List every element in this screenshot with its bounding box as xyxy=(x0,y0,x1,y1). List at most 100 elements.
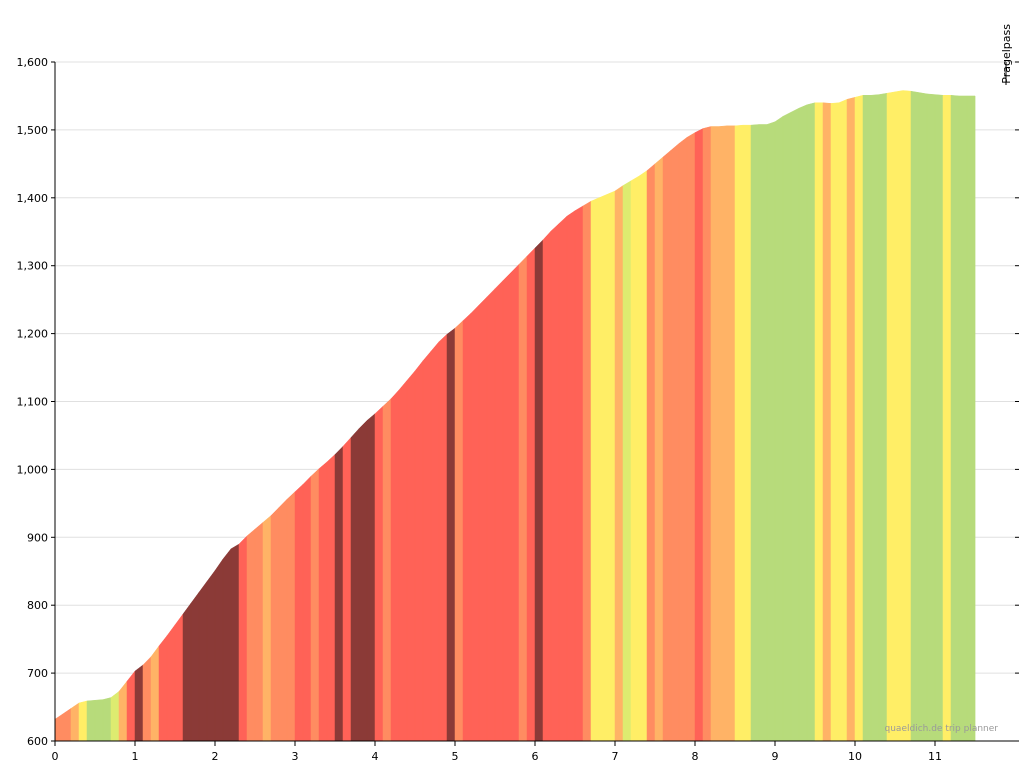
gradient-segment xyxy=(966,95,976,742)
gradient-segment xyxy=(158,635,168,742)
gradient-segment xyxy=(454,320,464,742)
gradient-segment xyxy=(414,360,424,742)
gradient-segment xyxy=(334,445,344,742)
gradient-segment xyxy=(342,436,352,742)
gradient-segment xyxy=(862,95,872,742)
gradient-segment xyxy=(54,707,72,742)
x-tick-label: 0 xyxy=(52,750,59,763)
gradient-segment xyxy=(502,271,512,742)
gradient-segment xyxy=(662,149,672,742)
gradient-segment xyxy=(790,107,800,742)
gradient-segment xyxy=(590,197,600,742)
x-tick-label: 6 xyxy=(532,750,539,763)
gradient-segment xyxy=(942,95,952,742)
gradient-segment xyxy=(446,327,456,742)
gradient-segment xyxy=(654,156,664,742)
y-tick-label: 900 xyxy=(27,531,48,544)
gradient-segment xyxy=(542,230,552,742)
y-tick-label: 1,400 xyxy=(17,192,49,205)
y-tick-label: 600 xyxy=(27,735,48,748)
gradient-segment xyxy=(734,124,744,742)
gradient-segment xyxy=(422,350,432,742)
gradient-segment xyxy=(750,124,760,742)
y-tick-label: 1,300 xyxy=(17,260,49,273)
gradient-segment xyxy=(494,280,504,742)
gradient-segment xyxy=(622,180,632,742)
gradient-segment xyxy=(878,92,888,742)
gradient-segment xyxy=(390,389,400,742)
gradient-segment xyxy=(470,304,480,742)
y-tick-label: 1,100 xyxy=(17,396,49,409)
gradient-segment xyxy=(718,125,728,742)
gradient-segment xyxy=(606,190,616,742)
gradient-segment xyxy=(318,461,328,742)
gradient-segment xyxy=(166,624,176,742)
gradient-segment xyxy=(102,697,112,742)
gradient-segment xyxy=(838,98,848,742)
gradient-segment xyxy=(430,341,440,742)
gradient-segment xyxy=(694,128,704,742)
gradient-segment xyxy=(574,205,584,742)
gradient-segment xyxy=(598,194,608,742)
gradient-segment xyxy=(182,602,192,742)
x-tick-label: 8 xyxy=(692,750,699,763)
x-tick-label: 1 xyxy=(132,750,139,763)
gradient-segment xyxy=(86,699,96,742)
x-tick-label: 7 xyxy=(612,750,619,763)
gradient-segment xyxy=(278,498,288,742)
gradient-segment xyxy=(270,506,280,742)
gradient-segment xyxy=(350,428,360,742)
gradient-segment xyxy=(774,115,784,742)
gradient-segment xyxy=(246,528,256,742)
gradient-segment xyxy=(366,413,376,742)
gradient-segment xyxy=(302,475,312,742)
x-tick-label: 5 xyxy=(452,750,459,763)
gradient-segment xyxy=(926,93,936,742)
y-tick-label: 1,600 xyxy=(17,56,49,69)
gradient-segment xyxy=(910,90,920,742)
gradient-segment xyxy=(614,185,624,742)
gradient-segment xyxy=(958,95,968,742)
gradient-segment xyxy=(526,247,536,742)
gradient-segment xyxy=(550,223,560,742)
gradient-segment xyxy=(518,255,528,742)
gradient-segment xyxy=(822,102,832,742)
gradient-segment xyxy=(262,515,272,742)
gradient-segment xyxy=(358,419,368,742)
gradient-segment xyxy=(582,200,592,742)
x-tick-label: 10 xyxy=(848,750,862,763)
gradient-segment xyxy=(918,92,928,742)
gradient-segment xyxy=(886,91,896,742)
gradient-segment xyxy=(78,700,88,742)
gradient-segment xyxy=(558,215,568,742)
gradient-segment xyxy=(214,558,224,742)
gradient-segment xyxy=(150,645,160,742)
gradient-segment xyxy=(870,94,880,742)
gradient-segment xyxy=(934,94,944,742)
summit-annotation-label: Pragelpass xyxy=(1000,24,1013,84)
gradient-segment xyxy=(94,699,104,742)
x-tick-label: 11 xyxy=(928,750,942,763)
gradient-segment xyxy=(478,296,488,742)
gradient-segment xyxy=(134,664,144,742)
gradient-segment xyxy=(174,613,184,742)
gradient-segment xyxy=(686,132,696,742)
gradient-segment xyxy=(646,163,656,742)
gradient-segment xyxy=(814,102,824,742)
gradient-segment xyxy=(510,263,520,742)
x-tick-label: 4 xyxy=(372,750,379,763)
gradient-segment xyxy=(382,398,392,742)
gradient-segment xyxy=(678,136,688,742)
gradient-segment xyxy=(710,126,720,742)
gradient-segment xyxy=(70,702,80,742)
x-tick-label: 2 xyxy=(212,750,219,763)
y-tick-label: 1,200 xyxy=(17,328,49,341)
gradient-segment xyxy=(638,170,648,742)
gradient-segment xyxy=(782,111,792,742)
y-tick-label: 700 xyxy=(27,667,48,680)
gradient-segment xyxy=(670,142,680,742)
gradient-segment xyxy=(198,580,208,742)
gradient-segment xyxy=(894,90,904,742)
gradient-segment xyxy=(254,521,264,742)
